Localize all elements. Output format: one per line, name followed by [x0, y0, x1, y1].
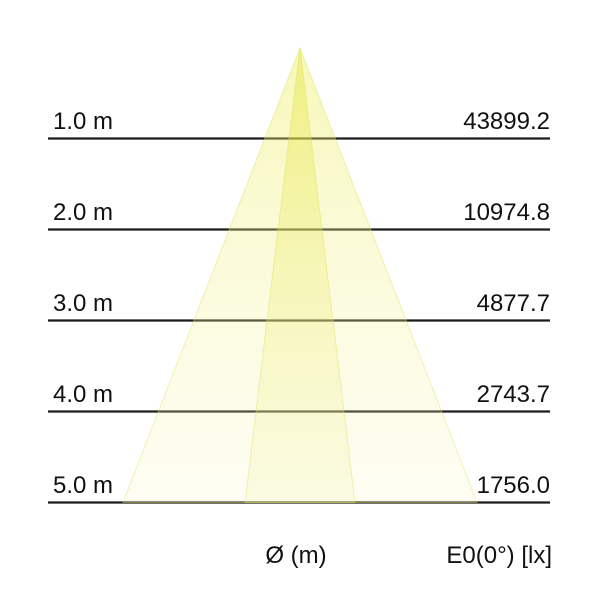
light-cone-inner: [244, 47, 356, 503]
distance-label-5m: 5.0 m: [53, 472, 114, 499]
caption-beam-diameter: Ø (m): [265, 542, 327, 569]
distance-label-3m: 3.0 m: [53, 290, 114, 317]
illuminance-value-2m: 10974.8: [463, 199, 550, 226]
distance-label-2m: 2.0 m: [53, 199, 114, 226]
illuminance-value-1m: 43899.2: [463, 108, 550, 135]
distance-label-4m: 4.0 m: [53, 381, 114, 408]
distance-label-1m: 1.0 m: [53, 108, 114, 135]
illuminance-value-4m: 2743.7: [476, 381, 550, 408]
caption-illuminance-unit: E0(0°) [lx]: [446, 542, 552, 569]
illuminance-value-5m: 1756.0: [476, 472, 550, 499]
illuminance-value-3m: 4877.7: [476, 290, 550, 317]
